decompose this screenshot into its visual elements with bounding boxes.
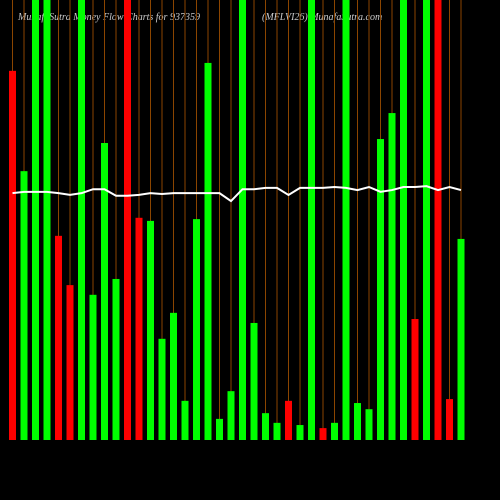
bar <box>434 0 442 440</box>
bar <box>365 409 373 440</box>
bar <box>331 422 338 440</box>
bar <box>342 0 350 440</box>
bar <box>273 422 281 440</box>
bar <box>135 217 143 440</box>
bar <box>55 235 62 440</box>
bar <box>400 0 407 440</box>
bar <box>446 399 453 440</box>
bar <box>216 418 223 440</box>
bar <box>411 319 419 440</box>
bar <box>78 0 85 440</box>
bar <box>147 220 154 440</box>
bar <box>204 62 212 441</box>
bar <box>457 238 465 440</box>
bar <box>296 425 304 440</box>
bar <box>89 294 97 440</box>
chart-subtitle: (MFLVI26) MunafaSutra.com <box>262 12 382 23</box>
bar <box>66 285 74 440</box>
bar <box>319 428 327 440</box>
bar <box>250 322 258 440</box>
bar <box>423 0 430 440</box>
bar <box>20 171 28 440</box>
bar <box>9 70 16 440</box>
bar <box>354 403 361 440</box>
bar <box>377 139 384 441</box>
bar <box>308 0 315 440</box>
bar <box>158 338 166 440</box>
bar <box>262 413 269 440</box>
money-flow-line <box>12 185 462 203</box>
bar <box>43 0 51 440</box>
bar <box>170 312 177 440</box>
bar <box>227 391 235 440</box>
bar <box>112 278 120 440</box>
bar <box>193 219 200 440</box>
bar <box>101 143 108 440</box>
bar <box>124 0 131 440</box>
bar <box>239 0 246 440</box>
bar <box>388 113 396 440</box>
bar <box>32 0 39 440</box>
bar <box>181 400 189 440</box>
bar <box>285 400 292 440</box>
chart-title: MunafaSutra Money Flow Charts for 937359 <box>17 12 200 23</box>
